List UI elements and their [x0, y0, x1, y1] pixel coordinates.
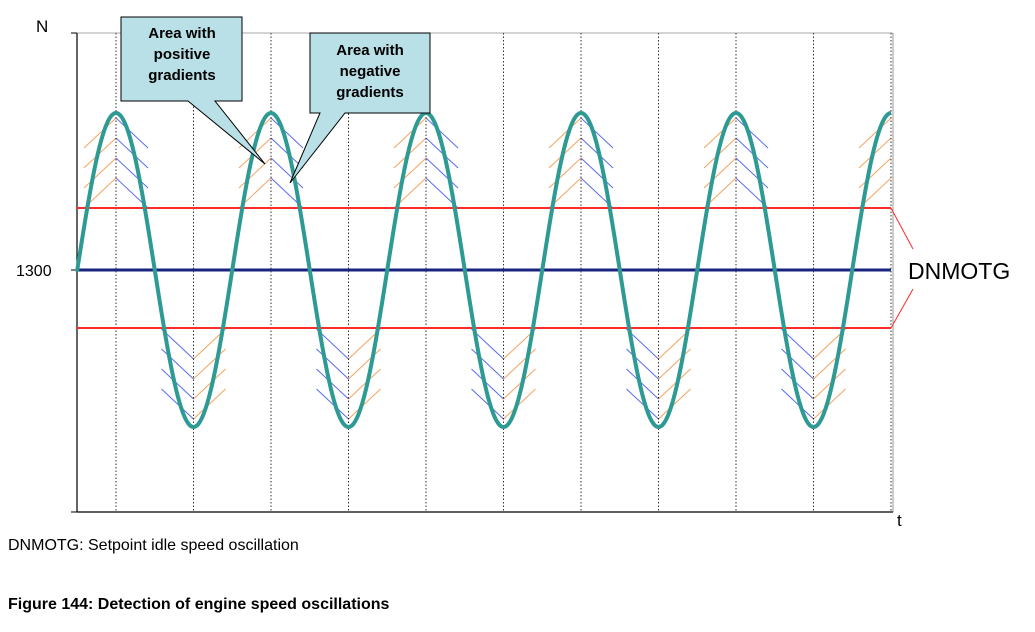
hatch-line-51 — [580, 157, 614, 189]
hatch-line-71 — [735, 117, 769, 149]
x-axis-label: t — [897, 511, 902, 530]
hatch-line-77 — [813, 368, 846, 400]
hatch-line-50 — [548, 157, 582, 189]
hatch-line-30 — [316, 388, 349, 420]
band-leader-upper — [890, 207, 914, 250]
hatch-line-7 — [115, 117, 149, 149]
hatch-line-43 — [503, 348, 536, 380]
hatch-line-54 — [548, 117, 582, 149]
hatch-line-67 — [735, 157, 769, 189]
hatch-line-13 — [193, 368, 226, 400]
hatch-line-59 — [658, 348, 691, 380]
hatch-line-47 — [503, 388, 536, 420]
hatch-line-39 — [425, 117, 459, 149]
hatch-line-78 — [781, 388, 814, 420]
hatch-line-46 — [471, 388, 504, 420]
hatch-line-12 — [161, 368, 194, 400]
legend-caption: DNMOTG: Setpoint idle speed oscillation — [8, 537, 299, 554]
callout-positive-line-2: positive — [154, 46, 211, 63]
hatch-line-55 — [580, 117, 614, 149]
hatch-line-23 — [270, 117, 304, 149]
hatch-line-75 — [813, 348, 846, 380]
hatch-line-62 — [626, 388, 659, 420]
y-tick-label-1300: 1300 — [16, 263, 52, 280]
hatch-line-11 — [193, 348, 226, 380]
hatch-line-3 — [115, 157, 149, 189]
band-label: DNMOTG — [908, 258, 1010, 284]
hatch-line-63 — [658, 388, 691, 420]
hatch-line-66 — [703, 157, 737, 189]
hatch-line-26 — [316, 348, 349, 380]
gradient-hatching — [83, 117, 892, 420]
hatch-line-29 — [348, 368, 381, 400]
hatch-line-18 — [238, 157, 272, 189]
hatch-line-10 — [161, 348, 194, 380]
callout-negative-box — [289, 32, 431, 184]
figure-caption: Figure 144: Detection of engine speed os… — [8, 596, 390, 613]
hatch-line-35 — [425, 157, 459, 189]
hatch-line-42 — [471, 348, 504, 380]
hatch-line-14 — [161, 388, 194, 420]
hatch-line-31 — [348, 388, 381, 420]
hatch-line-76 — [781, 368, 814, 400]
hatch-line-70 — [703, 117, 737, 149]
callout-negative-line-3: gradients — [336, 84, 404, 101]
hatch-line-27 — [348, 348, 381, 380]
engine-speed-signal — [75, 111, 892, 429]
hatch-line-79 — [813, 388, 846, 420]
hatch-line-44 — [471, 368, 504, 400]
hatch-line-6 — [83, 117, 117, 149]
hatch-line-38 — [393, 117, 427, 149]
hatch-line-61 — [658, 368, 691, 400]
y-axis-label: N — [36, 17, 48, 36]
hatch-line-28 — [316, 368, 349, 400]
hatch-line-19 — [270, 157, 304, 189]
callout-positive-box — [120, 16, 266, 165]
hatch-line-83 — [858, 117, 892, 149]
hatch-line-45 — [503, 368, 536, 400]
hatch-line-60 — [626, 368, 659, 400]
time-gridlines — [115, 33, 892, 512]
callout-negative-gradients: Area with negative gradients — [289, 32, 431, 184]
callout-positive-gradients: Area with positive gradients — [120, 16, 266, 165]
hatch-line-34 — [393, 157, 427, 189]
band-leader-lower — [890, 288, 914, 329]
hatch-line-58 — [626, 348, 659, 380]
callout-negative-line-1: Area with — [336, 42, 404, 59]
hatch-line-74 — [781, 348, 814, 380]
callout-negative-line-2: negative — [340, 63, 401, 80]
callout-positive-line-1: Area with — [148, 25, 216, 42]
hatch-line-81 — [858, 157, 892, 189]
callout-positive-line-3: gradients — [148, 67, 216, 84]
hatch-line-15 — [193, 388, 226, 420]
hatch-line-2 — [83, 157, 117, 189]
